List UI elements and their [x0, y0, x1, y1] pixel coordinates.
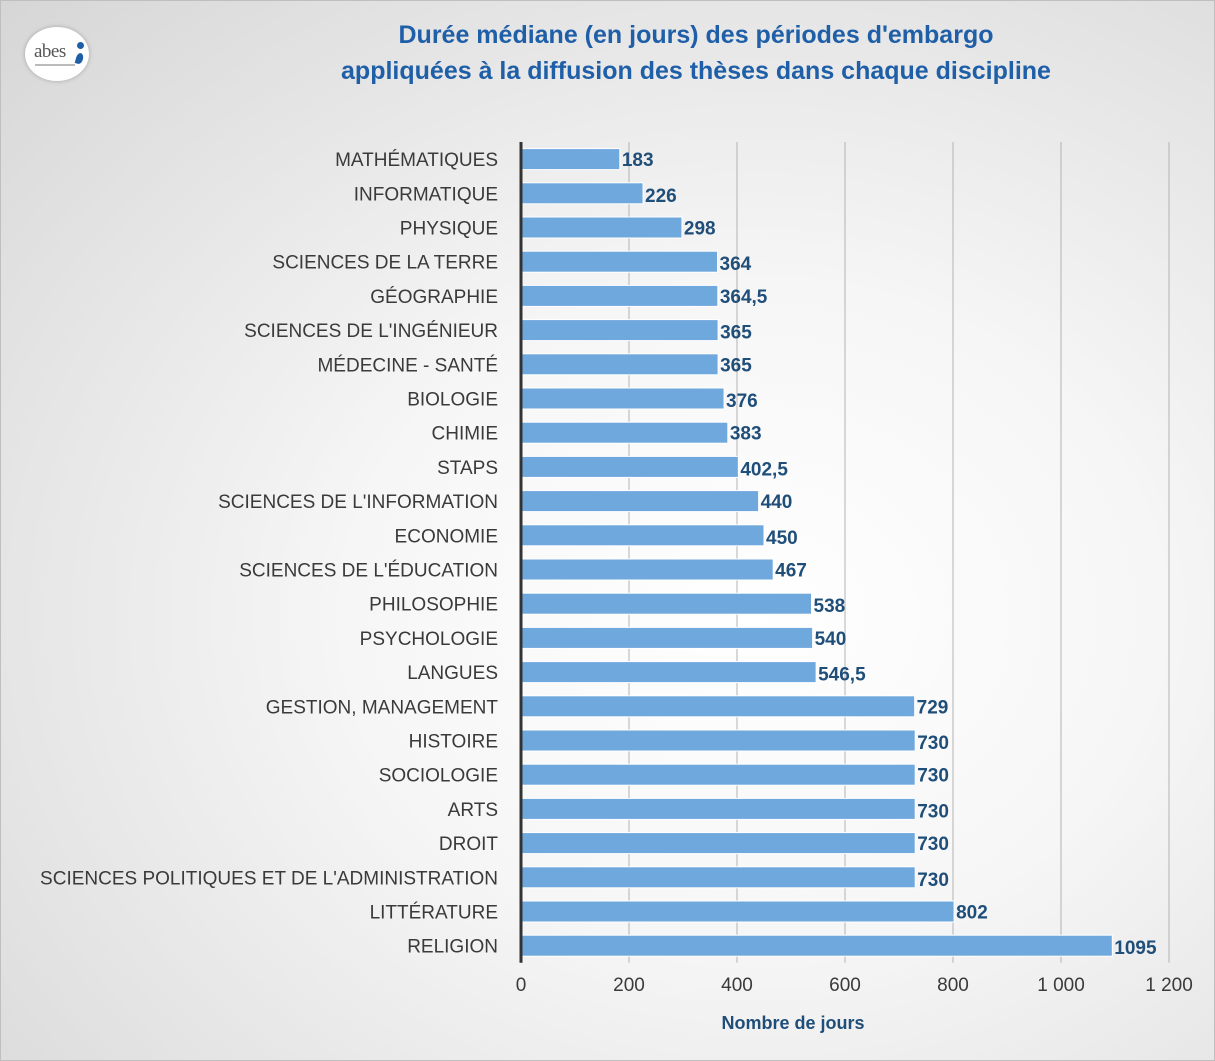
category-label: SCIENCES DE L'ÉDUCATION: [239, 561, 498, 582]
bar: [520, 319, 719, 342]
abes-logo: abes: [25, 27, 89, 81]
data-label: 376: [726, 391, 758, 412]
category-label: SOCIOLOGIE: [379, 766, 498, 787]
bar: [520, 182, 644, 205]
gridlines: [628, 142, 1170, 963]
data-label: 730: [917, 834, 949, 855]
category-label: INFORMATIQUE: [354, 184, 498, 205]
bar: [520, 558, 774, 581]
category-label: MÉDECINE - SANTÉ: [317, 355, 498, 376]
logo-subline: [35, 64, 75, 66]
category-label: GÉOGRAPHIE: [370, 287, 498, 308]
data-label: 226: [645, 186, 677, 207]
category-label: DROIT: [439, 834, 499, 855]
data-label: 440: [761, 492, 793, 513]
chart-title: Durée médiane (en jours) des périodes d'…: [201, 17, 1191, 89]
data-label: 540: [815, 629, 847, 650]
category-labels: MATHÉMATIQUES INFORMATIQUE PHYSIQUE SCIENCE…: [40, 150, 498, 958]
category-label: CHIMIE: [432, 424, 499, 445]
category-label: SCIENCES DE L'INFORMATION: [218, 492, 498, 513]
bar: [520, 592, 813, 615]
category-label: LITTÉRATURE: [370, 903, 498, 924]
data-label: 450: [766, 528, 798, 549]
x-tick-label: 1 200: [1145, 975, 1193, 996]
bar: [520, 284, 719, 307]
category-label: PHILOSOPHIE: [369, 595, 498, 616]
category-label: MATHÉMATIQUES: [335, 150, 498, 171]
x-axis-title: Nombre de jours: [721, 1013, 864, 1033]
data-label: 730: [917, 766, 949, 787]
category-label: PSYCHOLOGIE: [360, 629, 498, 650]
data-label: 730: [917, 870, 949, 891]
bar: [520, 387, 725, 410]
x-tick-label: 600: [829, 975, 861, 996]
data-label: 729: [917, 697, 949, 718]
bar: [520, 934, 1113, 957]
data-label: 538: [814, 596, 846, 617]
logo-text: abes: [34, 41, 66, 62]
data-label: 802: [956, 903, 988, 924]
data-label: 364: [720, 254, 752, 275]
bar: [520, 524, 765, 547]
data-label: 383: [730, 424, 762, 445]
category-label: SCIENCES POLITIQUES ET DE L'ADMINISTRATI…: [40, 868, 498, 889]
category-label: STAPS: [437, 458, 498, 479]
x-tick-label: 200: [613, 975, 645, 996]
bar: [520, 455, 739, 478]
category-label: SCIENCES DE L'INGÉNIEUR: [244, 321, 498, 342]
bar: [520, 729, 916, 752]
category-label: LANGUES: [407, 663, 498, 684]
bar: [520, 797, 916, 820]
bar: [520, 353, 719, 376]
category-label: ARTS: [448, 800, 498, 821]
bar: [520, 490, 760, 513]
x-tick-labels: 0 200 400 600 800 1 000 1 200: [516, 975, 1193, 996]
category-label: SCIENCES DE LA TERRE: [272, 253, 498, 274]
bar: [520, 763, 916, 786]
bar: [520, 695, 916, 718]
bar: [520, 148, 621, 171]
category-label: ECONOMIE: [395, 526, 498, 547]
data-label: 730: [917, 733, 949, 754]
bar: [520, 216, 683, 239]
bars: [520, 148, 1113, 957]
data-label: 546,5: [818, 665, 866, 686]
bar: [520, 250, 719, 273]
bar: [520, 866, 916, 889]
bar: [520, 421, 729, 444]
data-label: 364,5: [720, 287, 768, 308]
logo-dot: [77, 42, 84, 49]
data-label: 402,5: [740, 459, 788, 480]
data-label: 183: [622, 150, 654, 171]
data-label: 365: [720, 323, 752, 344]
bar: [520, 832, 916, 855]
category-label: PHYSIQUE: [400, 219, 498, 240]
bar: [520, 900, 955, 923]
x-tick-label: 0: [516, 975, 527, 996]
data-label: 730: [917, 801, 949, 822]
data-label: 1095: [1114, 938, 1157, 959]
data-label: 467: [775, 561, 807, 582]
chart-title-line-2: appliquées à la diffusion des thèses dan…: [341, 57, 1051, 85]
chart-title-line-1: Durée médiane (en jours) des périodes d'…: [398, 21, 994, 49]
bar: [520, 626, 814, 649]
category-label: RELIGION: [407, 937, 498, 958]
x-tick-label: 400: [721, 975, 753, 996]
category-label: BIOLOGIE: [407, 390, 498, 411]
x-tick-label: 800: [937, 975, 969, 996]
data-label: 298: [684, 219, 716, 240]
category-label: HISTOIRE: [409, 732, 498, 753]
bar: [520, 661, 817, 684]
category-label: GESTION, MANAGEMENT: [266, 697, 499, 718]
x-tick-label: 1 000: [1037, 975, 1085, 996]
data-label: 365: [720, 355, 752, 376]
